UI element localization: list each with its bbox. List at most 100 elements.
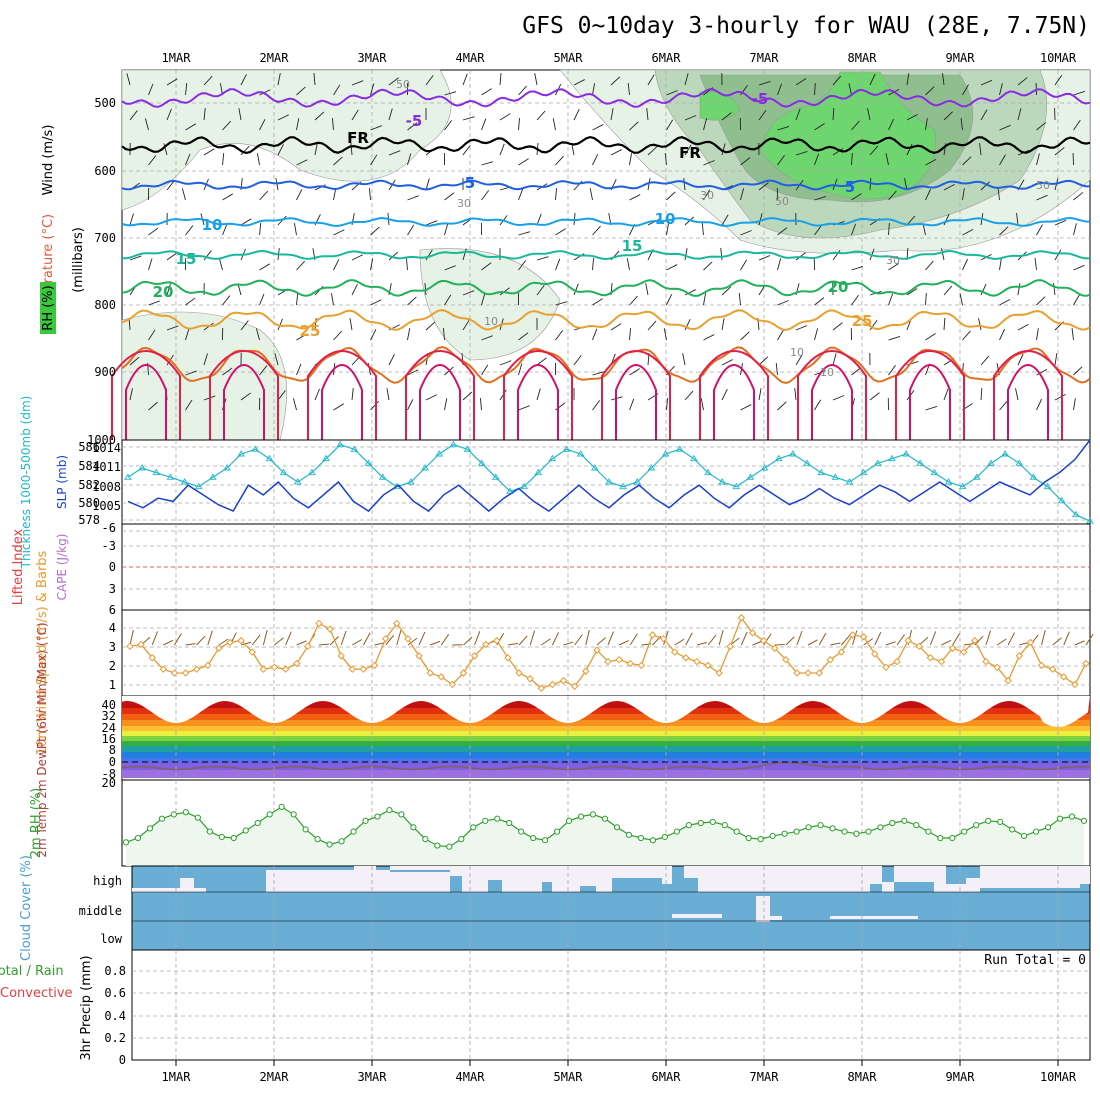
wind-barb	[1036, 194, 1048, 201]
wind-barb	[163, 143, 168, 156]
wind-barb	[480, 398, 482, 411]
wind-barb	[848, 83, 852, 96]
wind10m-point	[315, 619, 323, 628]
wind-barb	[166, 325, 179, 331]
thickness-marker	[661, 450, 670, 457]
wind-barb	[573, 283, 579, 296]
wind-barb	[129, 255, 142, 261]
wind-barb	[647, 146, 658, 156]
wind-barb	[277, 73, 281, 86]
wind10m-point	[459, 669, 468, 677]
wind10m-point	[648, 631, 657, 639]
wind-barb	[277, 215, 287, 226]
wind-barb	[777, 401, 787, 411]
wind10m-barb	[674, 638, 685, 646]
y-tick-label: 900	[94, 365, 116, 379]
date-label-top: 1MAR	[162, 51, 192, 65]
temperature-contour	[121, 179, 1091, 191]
wind10m-barb	[374, 642, 385, 646]
date-label-bottom: 8MAR	[848, 1070, 878, 1084]
wind-barb	[721, 389, 728, 401]
wind10m-point	[882, 663, 890, 672]
wind-barb	[351, 388, 354, 401]
wind-barb	[832, 178, 838, 191]
wind-barb	[869, 145, 879, 156]
wind-barb	[980, 79, 993, 86]
wind10m-barb	[1041, 630, 1046, 646]
wind-barb	[1016, 213, 1019, 226]
slp-thickness-lines	[124, 439, 1094, 524]
wind-barb	[943, 285, 953, 296]
wind-barb	[888, 365, 896, 376]
thickness-marker	[789, 450, 797, 457]
wind-barb	[240, 392, 251, 401]
wind10m-barb	[207, 630, 213, 646]
wind-barb	[703, 334, 715, 341]
wind10m-point	[415, 652, 423, 660]
wind-barb	[296, 363, 302, 376]
date-label-top: 9MAR	[946, 51, 976, 65]
wind-barb	[777, 300, 789, 306]
wind10m-point	[1004, 676, 1012, 685]
wind-barb	[293, 223, 297, 236]
wind-barb	[370, 329, 377, 341]
cloud-clear-patch	[934, 866, 946, 892]
wind-barb	[499, 73, 502, 86]
cloud-level-label: low	[100, 932, 122, 946]
wind-barb	[980, 181, 990, 191]
surface-warm-contour	[909, 364, 951, 440]
top-date-axis: 1MAR 2MAR 3MAR 4MAR 5MAR 6MAR 7MAR 8MAR 9MAR 10MA…	[162, 51, 1077, 65]
rh2m-point	[997, 818, 1004, 826]
wind-barb	[481, 364, 489, 376]
wind10m-point	[504, 654, 512, 662]
wind-barb	[1073, 264, 1085, 271]
rh2m-point	[733, 828, 740, 835]
wind-barb	[129, 388, 133, 401]
wind-barb	[814, 297, 825, 306]
rh2m-point	[697, 819, 704, 827]
wind-barb	[407, 296, 417, 306]
wind-barb	[1054, 147, 1065, 156]
y-tick-label: 8	[109, 743, 116, 757]
wind-barb	[518, 118, 520, 131]
wind-barb	[703, 293, 707, 306]
wind-barb	[962, 228, 974, 236]
wind-barb	[740, 331, 750, 341]
y-tick-label: 800	[94, 298, 116, 312]
wind10m-barb	[185, 643, 196, 646]
wind-barb	[166, 180, 175, 191]
surface-warm-contour	[797, 350, 867, 440]
cloud-clear-patches	[132, 866, 1090, 950]
wind10m-point	[404, 634, 412, 643]
wind10m-barb	[596, 637, 607, 646]
temp-color-band	[122, 720, 1090, 726]
wind-barb	[666, 90, 678, 96]
wind-barb	[314, 318, 317, 331]
thickness-marker	[902, 450, 910, 457]
thickness-marker	[251, 445, 260, 452]
rh2m-point	[757, 836, 764, 843]
wind10m-point	[237, 636, 245, 645]
date-label-top: 8MAR	[848, 51, 878, 65]
y-tick-label: 1	[109, 678, 116, 692]
wind10m-barb	[296, 640, 307, 646]
contour-label: 20	[153, 283, 174, 301]
wind10m-barb	[818, 632, 827, 646]
wind10m-barb	[874, 632, 882, 646]
thickness-marker	[477, 459, 486, 466]
wind-barb	[351, 109, 359, 121]
rh2m-point	[134, 834, 142, 842]
rh-shading	[121, 69, 1091, 441]
wind-barb	[499, 113, 511, 121]
wind10m-barb	[774, 643, 785, 646]
rh2m-point	[518, 828, 525, 835]
cloud-clear-patch	[830, 916, 918, 919]
surface-warm-contour	[209, 350, 279, 440]
surface-warm-contour	[615, 364, 657, 440]
wind10m-point	[537, 684, 546, 692]
wind10m-point	[181, 669, 190, 677]
wind-barb	[814, 399, 822, 411]
wind10m-barb	[151, 631, 158, 646]
